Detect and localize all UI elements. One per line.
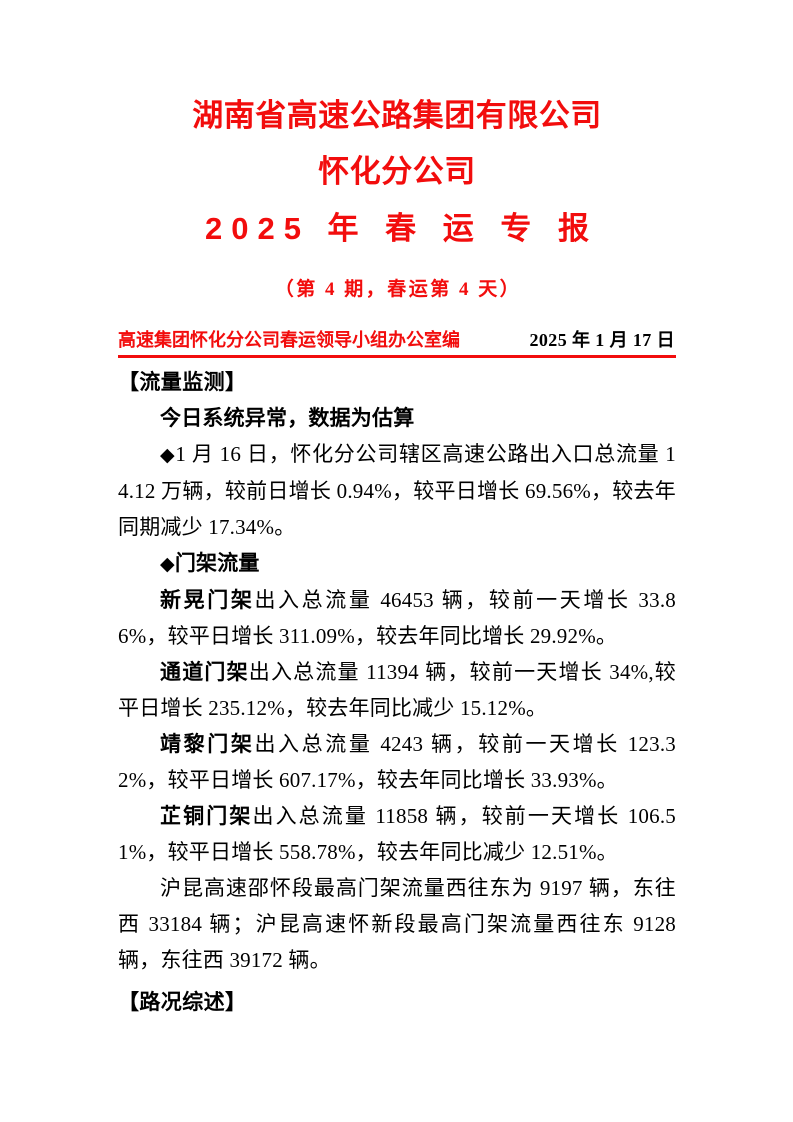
masthead-title-line-1: 湖南省高速公路集团有限公司 <box>192 98 602 133</box>
gantry-detail: 出入总流量 4243 辆，较前一天增长 123.32%，较平日增长 607.17… <box>118 732 676 792</box>
system-notice: 今日系统异常，数据为估算 <box>160 406 415 430</box>
bullet-text-total-flow: 1 月 16 日，怀化分公司辖区高速公路出入口总流量 14.12 万辆，较前日增… <box>118 442 677 539</box>
gantry-detail: 出入总流量 46453 辆，较前一天增长 33.86%，较平日增长 311.09… <box>118 588 676 648</box>
masthead-subtitle: （第 4 期，春运第 4 天） <box>274 279 522 300</box>
document-body: 湖南省高速公路集团有限公司 怀化分公司 2025 年 春 运 专 报 （第 4 … <box>118 0 676 1020</box>
gantry-paragraph: 芷铜门架出入总流量 11858 辆，较前一天增长 106.51%，较平日增长 5… <box>118 798 676 870</box>
gantry-name: 芷铜门架 <box>160 804 253 828</box>
issuer-organization: 高速集团怀化分公司春运领导小组办公室编 <box>118 330 460 350</box>
bullet-text-gantry-flow: 门架流量 <box>174 551 260 575</box>
gantry-detail: 出入总流量 11394 辆，较前一天增长 34%,较平日增长 235.12%，较… <box>118 660 676 720</box>
section-heading-traffic-monitoring: 【流量监测】 <box>118 370 247 394</box>
gantry-name: 通道门架 <box>160 660 249 684</box>
gantry-name: 靖黎门架 <box>160 732 255 756</box>
bullet-paragraph-gantry-flow: ◆门架流量 <box>118 545 676 582</box>
gantry-name: 新晃门架 <box>160 588 255 612</box>
issuer-rule-row: 高速集团怀化分公司春运领导小组办公室编 2025 年 1 月 17 日 <box>118 326 676 358</box>
section-heading-road-condition-overview: 【路况综述】 <box>118 990 247 1014</box>
diamond-bullet-icon: ◆ <box>160 444 176 466</box>
gantry-paragraph: 靖黎门架出入总流量 4243 辆，较前一天增长 123.32%，较平日增长 60… <box>118 726 676 798</box>
bullet-paragraph-total-flow: ◆1 月 16 日，怀化分公司辖区高速公路出入口总流量 14.12 万辆，较前日… <box>118 436 676 545</box>
gantry-paragraph: 通道门架出入总流量 11394 辆，较前一天增长 34%,较平日增长 235.1… <box>118 654 676 726</box>
issue-date: 2025 年 1 月 17 日 <box>529 330 675 350</box>
diamond-bullet-icon: ◆ <box>160 553 175 575</box>
masthead-title-line-3: 2025 年 春 运 专 报 <box>204 211 599 246</box>
peak-gantry-summary: 沪昆高速邵怀段最高门架流量西往东为 9197 辆，东往西 33184 辆；沪昆高… <box>118 876 676 972</box>
gantry-paragraph: 新晃门架出入总流量 46453 辆，较前一天增长 33.86%，较平日增长 31… <box>118 582 676 654</box>
masthead: 湖南省高速公路集团有限公司 怀化分公司 2025 年 春 运 专 报 （第 4 … <box>118 0 676 301</box>
gantry-detail: 出入总流量 11858 辆，较前一天增长 106.51%，较平日增长 558.7… <box>118 804 676 864</box>
masthead-title-line-2: 怀化分公司 <box>318 154 476 189</box>
